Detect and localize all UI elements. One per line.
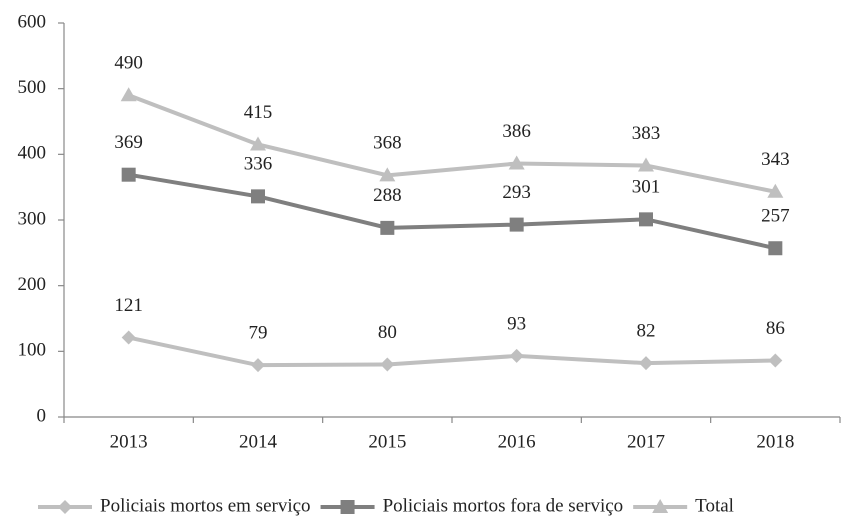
x-tick-label: 2015 <box>368 431 406 452</box>
marker <box>639 356 653 371</box>
marker <box>251 189 265 204</box>
marker <box>121 330 136 345</box>
data-label: 383 <box>632 123 661 144</box>
marker <box>380 220 395 235</box>
marker <box>251 358 265 373</box>
series-line <box>128 172 776 251</box>
marker <box>379 167 396 182</box>
marker <box>120 87 137 102</box>
data-label: 82 <box>637 321 656 342</box>
data-label: 80 <box>378 322 397 343</box>
legend-label: Policiais mortos em serviço <box>100 495 311 516</box>
marker <box>340 500 355 514</box>
marker <box>639 212 653 227</box>
series-line <box>128 335 776 368</box>
y-tick-label: 600 <box>18 11 47 32</box>
marker <box>250 136 266 151</box>
data-label: 343 <box>761 149 790 170</box>
data-label: 386 <box>502 121 531 142</box>
x-tick-label: 2018 <box>756 431 794 452</box>
data-label: 490 <box>114 53 143 74</box>
data-label: 368 <box>373 133 402 154</box>
x-tick-label: 2014 <box>239 431 278 452</box>
marker <box>768 353 783 368</box>
marker <box>121 167 136 182</box>
marker <box>652 499 669 513</box>
data-label: 86 <box>766 318 785 339</box>
data-label: 121 <box>114 295 143 316</box>
x-tick-label: 2017 <box>627 431 665 452</box>
data-label: 369 <box>114 132 143 153</box>
x-tick-label: 2016 <box>498 431 536 452</box>
data-label: 301 <box>632 177 661 198</box>
data-label: 288 <box>373 185 402 206</box>
marker <box>380 357 395 372</box>
marker <box>768 241 783 256</box>
legend-label: Total <box>695 495 734 516</box>
y-tick-label: 200 <box>18 274 47 295</box>
marker <box>58 500 72 514</box>
marker <box>508 155 525 170</box>
y-tick-label: 300 <box>18 208 47 229</box>
marker <box>638 157 654 172</box>
series-line <box>127 93 776 194</box>
legend-label: Policiais mortos fora de serviço <box>383 495 624 516</box>
data-label: 415 <box>244 102 273 123</box>
data-label: 79 <box>249 322 268 343</box>
x-tick-label: 2013 <box>110 431 148 452</box>
y-tick-label: 400 <box>18 143 47 164</box>
data-label: 293 <box>502 182 531 203</box>
marker <box>509 217 524 232</box>
data-label: 93 <box>507 313 526 334</box>
marker <box>509 348 524 363</box>
y-tick-label: 500 <box>18 77 47 98</box>
y-tick-label: 0 <box>37 405 47 426</box>
data-label: 257 <box>761 206 790 227</box>
marker <box>767 183 784 198</box>
y-tick-label: 100 <box>18 340 47 361</box>
data-label: 336 <box>244 154 273 175</box>
